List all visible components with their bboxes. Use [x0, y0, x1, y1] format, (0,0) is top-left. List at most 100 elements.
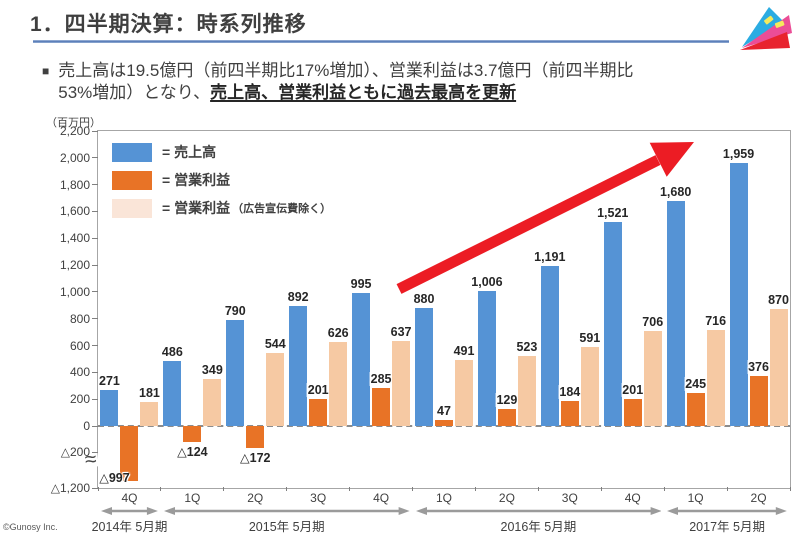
- y-axis-unit-label: （百万円）: [46, 117, 101, 129]
- bar-営業利益（広告宣伝費除く）-1Q: [203, 379, 222, 426]
- bar-営業利益（広告宣伝費除く）-4Q: [392, 340, 411, 426]
- bar-営業利益（広告宣伝費除く）-3Q: [580, 346, 599, 426]
- x-axis-quarter-label: 3Q: [310, 491, 327, 505]
- y-axis-tick-label: 200: [69, 392, 90, 407]
- fiscal-year-label: 2014年 5月期: [91, 520, 168, 534]
- bar-value-label: 129: [495, 392, 519, 407]
- bar-value-label: 870: [768, 293, 789, 308]
- bar-営業利益-4Q: [372, 387, 391, 426]
- bar-value-label: 491: [453, 344, 475, 359]
- legend-label: = 売上高: [162, 144, 217, 160]
- bar-value-label: 181: [139, 385, 160, 400]
- y-axis-tick: [92, 425, 98, 427]
- x-axis-tick: [223, 487, 225, 491]
- x-axis-quarter-label: 1Q: [184, 491, 201, 505]
- bar-value-label: 349: [201, 363, 223, 378]
- x-axis-quarter-label: 1Q: [435, 491, 453, 505]
- x-axis-quarter-label: 2Q: [498, 491, 515, 505]
- year-range-arrow: [415, 503, 662, 515]
- x-axis-quarter-label: 4Q: [624, 491, 641, 505]
- fiscal-year-label: 2017年 5月期: [689, 520, 765, 534]
- legend-label: = 営業利益: [162, 200, 231, 216]
- y-axis-tick: [92, 398, 98, 400]
- gunosy-logo-icon: [740, 7, 792, 50]
- bar-value-label: 1,959: [722, 147, 755, 162]
- x-axis-quarter-label: 2Q: [247, 491, 264, 505]
- x-axis-tick: [474, 487, 476, 491]
- bar-value-label: 271: [99, 373, 120, 388]
- bar-営業利益-3Q: [560, 401, 579, 426]
- bar-value-label: 486: [161, 344, 183, 359]
- y-axis-tick-label: 1,600: [59, 204, 90, 219]
- bar-value-label: 880: [413, 292, 435, 306]
- y-axis-tick: [92, 264, 98, 266]
- y-axis-tick-label: 600: [69, 338, 90, 353]
- quarterly-results-chart: （百万円） ≈ = 売上高 = 営業利益 = 営業利益 （広告宣伝費除く） 2,200…: [46, 117, 791, 534]
- legend-swatch-icon: [112, 198, 152, 218]
- bar-value-label: 1,191: [534, 250, 566, 265]
- bar-売上高-1Q: [163, 360, 182, 426]
- bar-売上高-1Q: [666, 200, 685, 426]
- bar-value-label: △172: [240, 451, 271, 466]
- bar-営業利益（広告宣伝費除く）-4Q: [140, 401, 159, 426]
- legend-note: （広告宣伝費除く）: [232, 203, 332, 215]
- bar-売上高-2Q: [226, 320, 245, 426]
- y-axis-tick: [92, 130, 98, 132]
- legend-swatch-icon: [112, 170, 152, 190]
- fiscal-year-label: 2015年 5月期: [248, 520, 325, 534]
- bar-value-label: 245: [684, 377, 708, 392]
- bar-value-label: 716: [705, 313, 727, 328]
- bar-value-label: 184: [558, 385, 582, 400]
- bar-value-label: 1,006: [471, 275, 503, 290]
- bar-value-label: △997: [99, 470, 130, 485]
- x-axis-tick: [286, 487, 288, 491]
- chart-legend: = 売上高 = 営業利益 = 営業利益 （広告宣伝費除く）: [112, 142, 331, 226]
- bar-営業利益-4Q: [120, 426, 139, 481]
- header-divider: [33, 40, 729, 43]
- bar-value-label: 523: [516, 339, 538, 354]
- bar-営業利益（広告宣伝費除く）-3Q: [329, 342, 348, 426]
- legend-item: = 営業利益: [112, 170, 331, 190]
- y-axis-tick: [92, 157, 98, 159]
- bar-value-label: 1,680: [659, 184, 692, 199]
- bar-営業利益-1Q: [686, 393, 705, 426]
- bar-value-label: 376: [747, 359, 770, 374]
- y-axis-tick: [92, 210, 98, 212]
- x-axis-quarter-label: 2Q: [750, 491, 767, 505]
- y-axis-tick-label: 1,400: [59, 231, 90, 246]
- x-axis-tick: [412, 487, 414, 491]
- bar-value-label: 637: [390, 324, 412, 339]
- x-axis-tick: [97, 487, 99, 491]
- y-axis-tick-label: 1,800: [59, 177, 90, 192]
- legend-label: = 営業利益: [162, 172, 231, 188]
- bar-value-label: 285: [369, 371, 393, 386]
- summary-text: 売上高は19.5億円（前四半期比17%増加）、営業利益は3.7億円（前四半期比 …: [58, 60, 633, 105]
- bar-営業利益（広告宣伝費除く）-2Q: [266, 353, 285, 426]
- bar-売上高-3Q: [289, 306, 308, 426]
- summary-line2: 53%増加）となり、: [58, 83, 211, 103]
- x-axis-quarter-label: 3Q: [561, 491, 578, 505]
- bar-value-label: 1,521: [597, 206, 629, 221]
- bar-営業利益-2Q: [497, 408, 516, 426]
- y-axis-tick: [92, 345, 98, 347]
- legend-item: = 営業利益 （広告宣伝費除く）: [112, 198, 331, 218]
- bar-営業利益-1Q: [183, 426, 202, 443]
- y-axis-tick: [92, 451, 98, 453]
- bar-営業利益（広告宣伝費除く）-1Q: [455, 360, 473, 426]
- bar-value-label: 544: [264, 337, 286, 352]
- y-axis-tick: [92, 487, 98, 489]
- bar-売上高-2Q: [477, 291, 496, 426]
- x-axis-tick: [663, 487, 665, 491]
- bar-売上高-4Q: [603, 222, 622, 426]
- bar-営業利益（広告宣伝費除く）-4Q: [643, 331, 662, 426]
- y-axis-tick-label: △200: [60, 445, 90, 459]
- y-axis-tick-label: △1,200: [50, 481, 90, 495]
- legend-swatch-icon: [112, 142, 152, 162]
- y-axis-tick-label: 1,200: [59, 258, 90, 273]
- x-axis-tick: [160, 487, 162, 491]
- zero-baseline: [98, 425, 790, 427]
- y-axis-tick: [92, 291, 98, 293]
- y-axis-tick-label: 2,200: [59, 124, 90, 138]
- copyright-text: ©Gunosy Inc.: [3, 522, 58, 532]
- bullet-marker-icon: ■: [42, 64, 50, 78]
